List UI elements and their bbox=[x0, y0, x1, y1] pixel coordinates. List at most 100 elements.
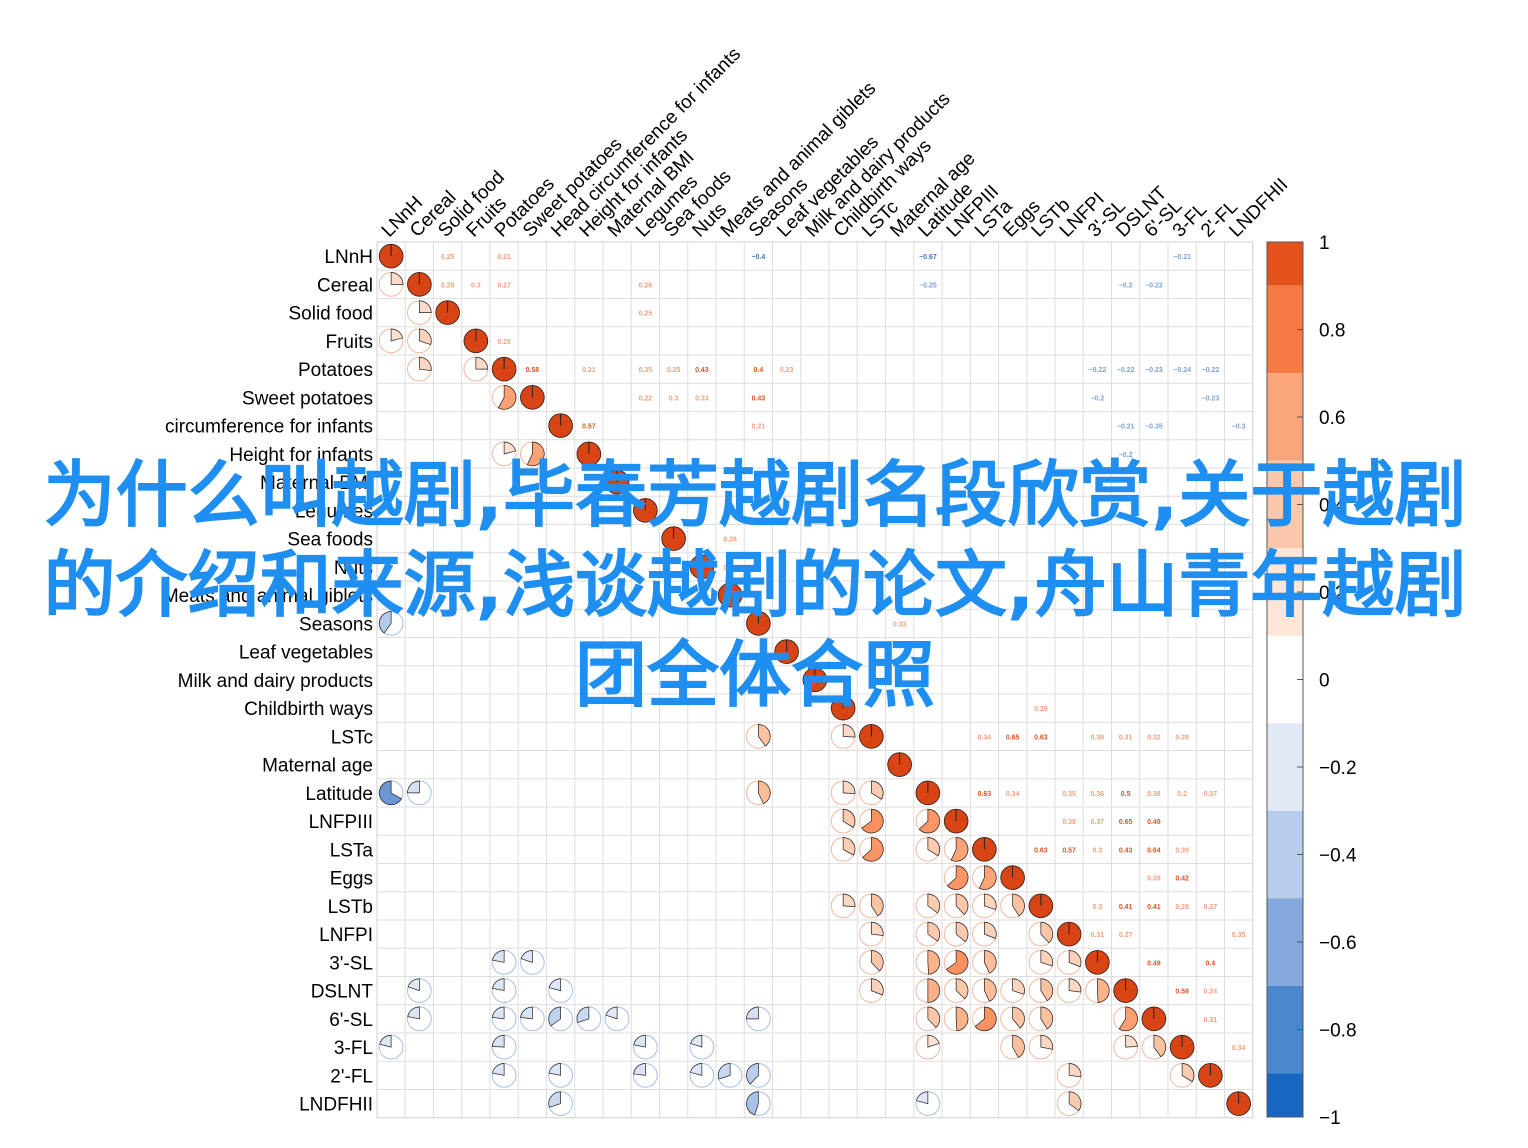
pie-mark bbox=[774, 639, 799, 664]
pie-slice bbox=[717, 1063, 731, 1080]
correlation-value: 0.21 bbox=[497, 254, 511, 261]
pie-mark bbox=[1141, 1034, 1167, 1060]
correlation-value: 0.65 bbox=[1119, 819, 1133, 826]
pie-mark bbox=[491, 441, 517, 467]
correlation-value: 0.43 bbox=[695, 367, 709, 374]
pie-mark bbox=[1169, 1034, 1195, 1060]
pie-slice bbox=[419, 356, 432, 372]
pie-mark bbox=[1169, 1063, 1195, 1088]
row-label: Maternal BMI bbox=[260, 473, 373, 494]
colorbar-tick-label: −0.6 bbox=[1319, 933, 1357, 954]
pie-mark bbox=[491, 1063, 517, 1088]
pie-slice bbox=[950, 837, 969, 862]
pie-slice bbox=[1097, 978, 1110, 1003]
colorbar-segment bbox=[1267, 767, 1303, 811]
pie-mark bbox=[915, 837, 941, 862]
pie-slice bbox=[491, 1034, 505, 1048]
colorbar-segment bbox=[1267, 504, 1303, 549]
pie-mark bbox=[633, 1063, 658, 1088]
correlation-value: −0.2 bbox=[1119, 452, 1133, 459]
pie-mark bbox=[1056, 978, 1082, 1003]
pie-mark bbox=[1198, 1063, 1223, 1088]
pie-mark bbox=[915, 1006, 941, 1032]
pie-slice bbox=[1012, 978, 1025, 995]
correlation-value: 0.25 bbox=[497, 339, 511, 346]
colorbar-segment bbox=[1267, 285, 1303, 330]
row-label: DSLNT bbox=[311, 982, 374, 1003]
pie-mark bbox=[830, 780, 856, 806]
row-label: 6'-SL bbox=[329, 1010, 373, 1031]
row-label: circumference for infants bbox=[165, 417, 373, 438]
pie-mark bbox=[1085, 950, 1110, 975]
pie-slice bbox=[633, 1063, 646, 1076]
pie-slice bbox=[419, 328, 432, 345]
row-label: LNFPIII bbox=[309, 812, 373, 833]
row-label: Fruits bbox=[326, 332, 374, 353]
pie-slice bbox=[390, 272, 404, 285]
pie-mark bbox=[407, 1006, 432, 1032]
pie-slice bbox=[746, 1006, 759, 1020]
correlation-value: 0.49 bbox=[1147, 819, 1161, 826]
pie-mark bbox=[520, 950, 545, 975]
pie-mark bbox=[378, 611, 404, 636]
pie-mark bbox=[943, 837, 969, 862]
colorbar-segment bbox=[1267, 985, 1303, 1030]
correlation-value: −0.23 bbox=[1145, 367, 1163, 374]
pie-mark bbox=[746, 1006, 771, 1032]
pie-slice bbox=[520, 1006, 533, 1020]
pie-slice bbox=[978, 865, 997, 890]
pie-mark bbox=[972, 865, 997, 890]
correlation-value: 0.21 bbox=[582, 367, 596, 374]
pie-slice bbox=[492, 978, 505, 992]
correlation-value: 0.24 bbox=[1204, 989, 1218, 996]
pie-mark bbox=[633, 498, 658, 523]
row-label: LSTa bbox=[330, 840, 374, 861]
pie-mark bbox=[491, 1034, 517, 1060]
pie-slice bbox=[1068, 1091, 1082, 1112]
colorbar-segment bbox=[1267, 329, 1303, 374]
correlation-value: 0.21 bbox=[752, 424, 766, 431]
pie-slice bbox=[1012, 1006, 1025, 1029]
pie-slice bbox=[1153, 1034, 1167, 1058]
pie-slice bbox=[497, 385, 517, 410]
pie-mark bbox=[1028, 1006, 1054, 1032]
correlation-value: 0.27 bbox=[723, 565, 737, 572]
pie-mark bbox=[378, 328, 404, 354]
colorbar-segment bbox=[1267, 635, 1303, 680]
row-label: LNFPI bbox=[319, 925, 373, 946]
pie-mark bbox=[1113, 1034, 1138, 1060]
correlation-value: −0.24 bbox=[1173, 367, 1191, 374]
pie-slice bbox=[491, 1006, 505, 1020]
correlation-value: 0.33 bbox=[695, 395, 709, 402]
pie-mark bbox=[548, 1063, 573, 1088]
row-label: Solid food bbox=[288, 304, 373, 325]
correlation-value: −0.4 bbox=[751, 254, 765, 261]
colorbar-tick-label: 0.4 bbox=[1319, 496, 1346, 517]
pie-mark bbox=[943, 921, 969, 947]
correlation-value: 0.35 bbox=[1232, 932, 1246, 939]
pie-slice bbox=[503, 441, 517, 455]
pie-slice bbox=[927, 893, 941, 914]
pie-slice bbox=[842, 893, 856, 907]
colorbar-tick-label: −1 bbox=[1319, 1108, 1341, 1129]
correlation-value: 0.43 bbox=[1119, 847, 1133, 854]
correlation-value: −0.21 bbox=[1173, 254, 1191, 261]
row-label: Latitude bbox=[305, 784, 373, 805]
pie-slice bbox=[1040, 950, 1054, 967]
correlation-value: 0.26 bbox=[639, 282, 653, 289]
pie-mark bbox=[717, 1063, 743, 1088]
correlation-value: 0.4 bbox=[754, 367, 764, 374]
pie-slice bbox=[861, 808, 884, 834]
correlation-value: 0.38 bbox=[1062, 819, 1076, 826]
pie-mark bbox=[378, 243, 404, 269]
correlation-value: −0.35 bbox=[1145, 424, 1163, 431]
pie-mark bbox=[915, 1091, 941, 1116]
correlation-value: 0.26 bbox=[723, 537, 737, 544]
pie-mark bbox=[859, 921, 884, 947]
correlation-value: −0.23 bbox=[1202, 395, 1220, 402]
pie-mark bbox=[717, 582, 743, 608]
colorbar-segment bbox=[1267, 373, 1303, 417]
pie-slice bbox=[520, 950, 533, 963]
pie-mark bbox=[407, 328, 432, 354]
